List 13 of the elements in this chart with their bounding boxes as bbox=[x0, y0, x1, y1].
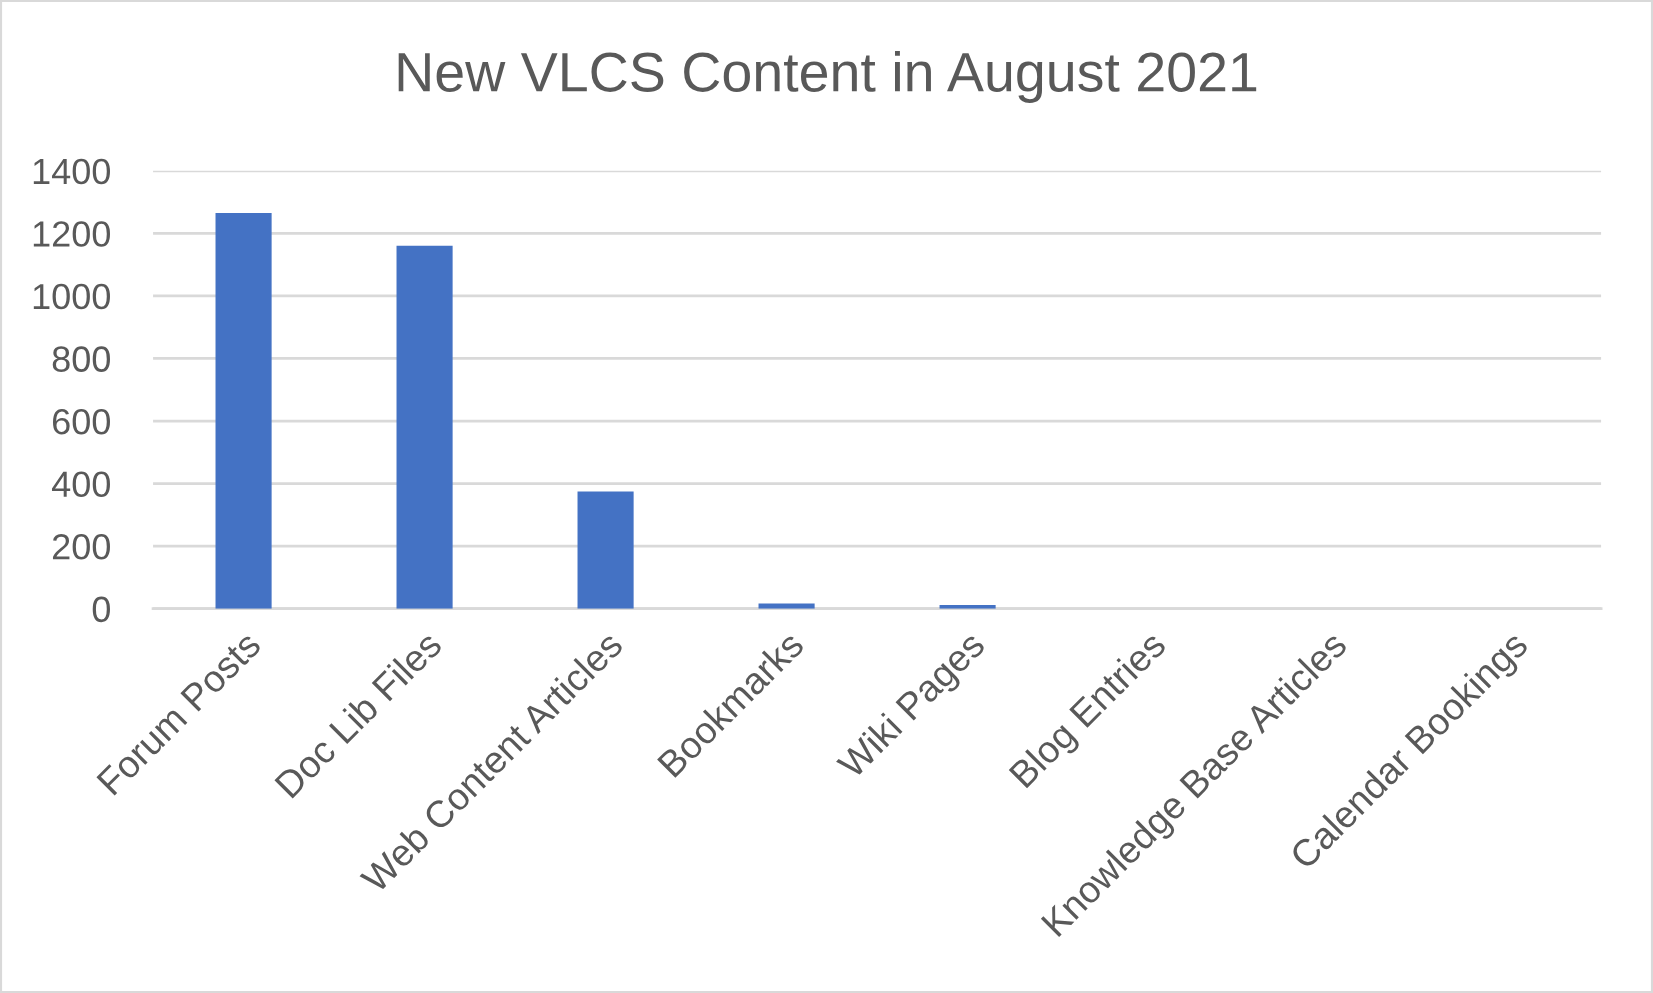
bar bbox=[215, 213, 272, 609]
y-tick-label: 800 bbox=[52, 346, 110, 372]
bar bbox=[577, 491, 634, 609]
y-tick-label: 1400 bbox=[33, 158, 110, 185]
chart-title: New VLCS Content in August 2021 bbox=[398, 51, 1257, 103]
y-tick-label: 1000 bbox=[33, 283, 110, 310]
y-tick-label: 200 bbox=[52, 534, 110, 560]
y-tick-label: 1200 bbox=[33, 221, 110, 247]
bar bbox=[396, 245, 453, 609]
y-tick-label: 600 bbox=[52, 408, 110, 435]
y-tick-label: 0 bbox=[92, 596, 110, 623]
y-tick-label: 400 bbox=[51, 471, 110, 498]
bar bbox=[758, 603, 815, 609]
